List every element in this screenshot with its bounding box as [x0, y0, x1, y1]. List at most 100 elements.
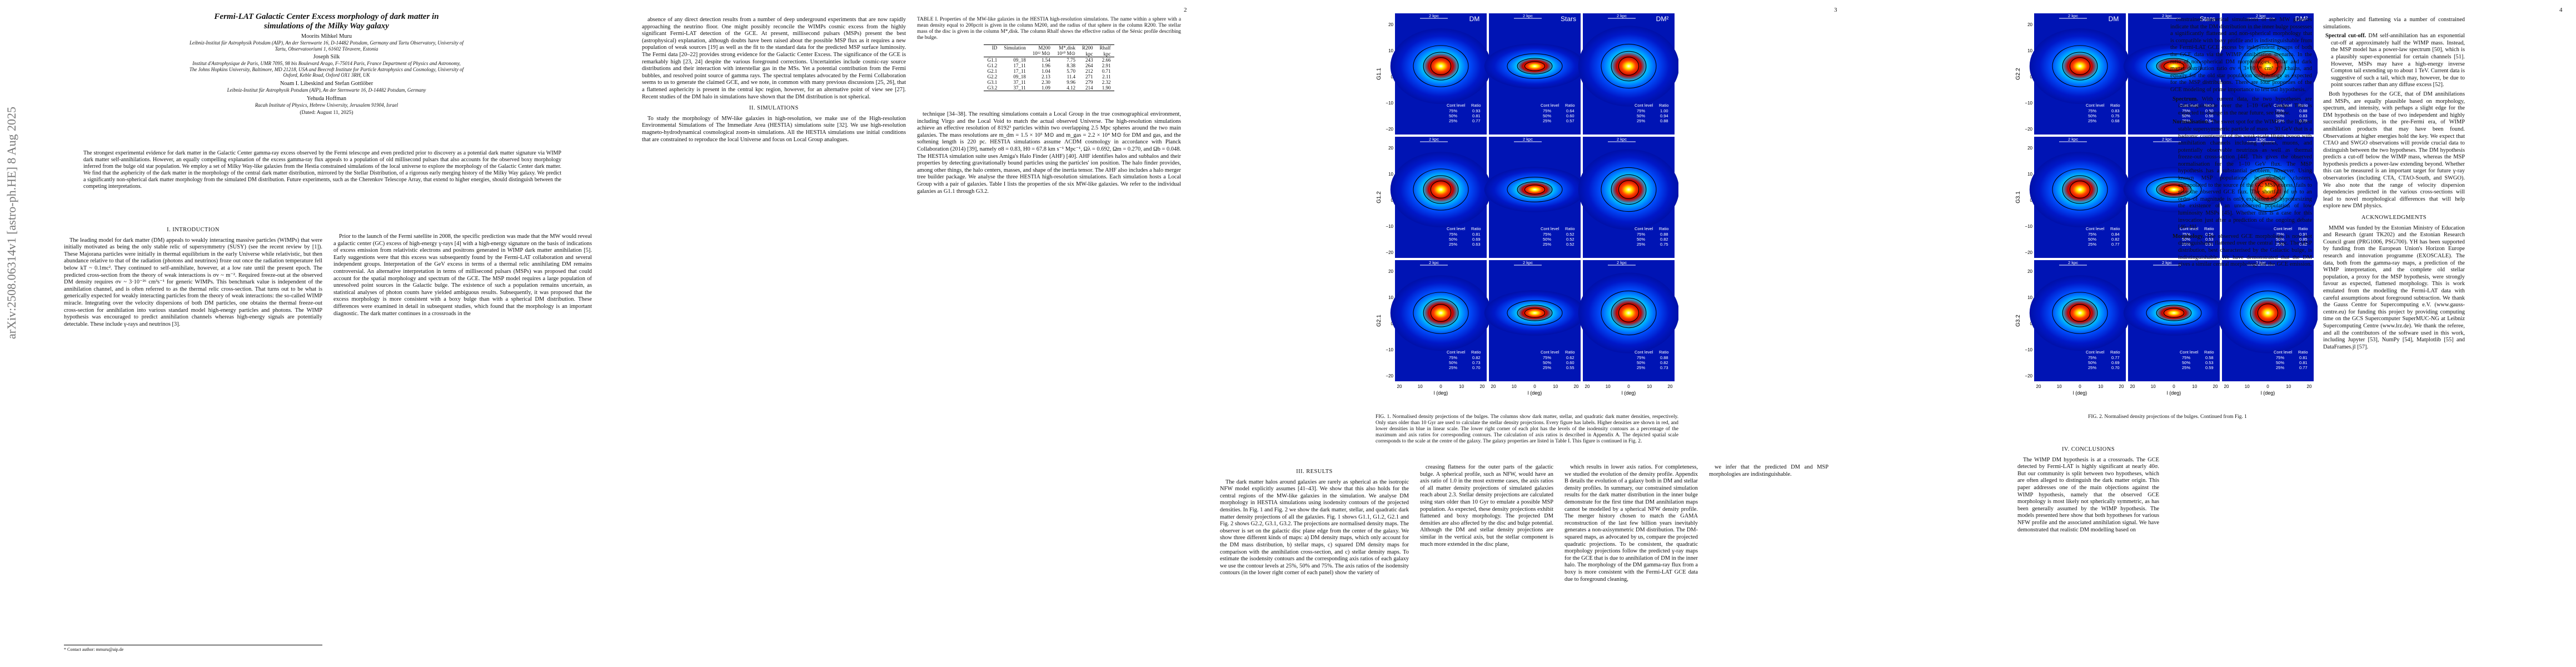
legend-header: Cont level [1447, 103, 1466, 108]
legend-header: Cont level [2086, 226, 2105, 231]
contour-level: 50% [2182, 237, 2190, 242]
isodensity-contour [1413, 45, 1469, 87]
scale-bar-label: 2 kpc [2256, 13, 2266, 18]
contour-level: 25% [2088, 242, 2096, 247]
table-cell: 11.4 [1067, 74, 1076, 79]
y-tick-label: −10 [2025, 347, 2032, 352]
axis-ratio: 0.83 [2111, 108, 2120, 113]
author-affiliation: Institut d'Astrophysique de Paris, UMR 7… [189, 61, 464, 78]
paragraph: MMM was funded by the Estonian Ministry … [2323, 225, 2465, 350]
isodensity-contour [2240, 43, 2296, 89]
y-tick-label: 10 [2027, 48, 2032, 53]
contour-level: 25% [2182, 365, 2190, 370]
axis-ratio: 0.88 [1660, 232, 1668, 237]
column-unit: 10¹⁰ M⊙ [1053, 51, 1079, 57]
legend-header: Ratio [1565, 226, 1575, 231]
x-tick-label: 10 [2192, 384, 2197, 389]
bullet-text: The sweet spot for the WIMP is the light… [2178, 119, 2312, 231]
y-tick-label: 0 [2030, 198, 2033, 203]
legend-header: Ratio [2110, 350, 2120, 355]
isodensity-contour [1611, 174, 1647, 205]
author-name: Yehuda Hoffman [306, 95, 347, 102]
contour-level: 25% [2182, 118, 2190, 123]
x-axis-label: l (deg) [1434, 390, 1448, 396]
axis-ratio: 0.57 [1566, 118, 1575, 123]
table-cell: 214 [1079, 85, 1097, 91]
isodensity-contour [2250, 297, 2286, 328]
axis-ratio: 0.77 [2111, 242, 2120, 247]
table-header-row: ID Simulation M200 M*,disk R200 Rhalf [984, 44, 1114, 51]
table-cell: 17_11 [1013, 68, 1026, 74]
table-units-row: 10¹² M⊙ 10¹⁰ M⊙ kpc kpc [984, 51, 1114, 57]
x-tick-label: 10 [2286, 384, 2291, 389]
isodensity-contour [1618, 303, 1640, 322]
density-panel: 2 kpc Cont level Ratio 75% 0.88 50% 0.82 25% 0.7… [1578, 137, 1678, 258]
contour-level: 75% [1449, 355, 1457, 360]
column-header: M200 [1029, 44, 1054, 51]
paragraph: which results in lower axis ratios. For … [1564, 464, 1698, 583]
axis-ratio: 0.77 [2111, 355, 2120, 360]
table-cell: 0.71 [1102, 68, 1111, 74]
figure-1-caption: FIG. 1. Normalised density projections o… [1376, 414, 1678, 444]
isodensity-contour [2257, 180, 2279, 199]
y-tick-label: −10 [1386, 347, 1393, 352]
table-row: G3.1 37_11 2.30 9.96 279 2.32 [984, 79, 1114, 85]
density-map [1484, 43, 1586, 89]
axis-ratio: 0.51 [2205, 242, 2214, 247]
column-header: M*,disk [1053, 44, 1079, 51]
bullet-text: DM self-annihilation has an exponential … [2331, 33, 2465, 88]
contour-level: 25% [2276, 118, 2284, 123]
column-unit: 10¹² M⊙ [1029, 51, 1054, 57]
legend-header: Ratio [1565, 103, 1575, 108]
table-cell: 1.90 [1096, 85, 1114, 91]
page1-right-column: Prior to the launch of the Fermi satelli… [333, 233, 592, 317]
axis-ratio: 0.93 [1472, 108, 1481, 113]
column-unit: kpc [1096, 51, 1114, 57]
contour-level: 75% [1449, 108, 1457, 113]
y-tick-label: −10 [2025, 224, 2032, 229]
legend-header: Cont level [1541, 103, 1559, 108]
column-title: DM² [1656, 15, 1669, 23]
legend-header: Ratio [2204, 103, 2214, 108]
axis-ratio: 0.73 [1660, 365, 1668, 370]
density-map [1578, 272, 1678, 354]
section-heading: ACKNOWLEDGMENTS [2361, 215, 2427, 221]
legend-header: Cont level [1635, 350, 1653, 355]
x-axis-label: l (deg) [1528, 390, 1542, 396]
column-title: Stars [2200, 15, 2215, 23]
axis-ratio: 0.83 [2299, 113, 2308, 118]
density-map [2029, 151, 2131, 228]
axis-ratio: 0.52 [1566, 242, 1575, 247]
y-tick-label: −20 [1386, 374, 1393, 379]
density-panel: 2 kpc Cont level Ratio 75% 0.81 50% 0.81 25% 0.7… [2217, 260, 2318, 381]
column-unit: kpc [1079, 51, 1097, 57]
legend-header: Ratio [1659, 350, 1669, 355]
x-tick-label: 0 [1439, 384, 1442, 389]
legend-header: Cont level [1635, 226, 1653, 231]
x-tick-label: 10 [1512, 384, 1517, 389]
axis-ratio: 0.91 [2299, 232, 2308, 237]
bullet-item: Normalisation. The sweet spot for the WI… [2173, 119, 2312, 231]
legend-header: Ratio [2298, 226, 2308, 231]
density-map [2217, 149, 2318, 230]
density-panel: 2 kpc Cont level Ratio 75% 0.84 50% 0.82 25% 0.7… [2029, 137, 2131, 258]
isodensity-contour [2062, 175, 2098, 204]
scale-bar-label: 2 kpc [2256, 137, 2266, 142]
axis-ratio: 0.94 [1660, 113, 1668, 118]
axis-ratio: 0.52 [1566, 237, 1575, 242]
author-name: Moorits Mihkel Muru [301, 33, 352, 39]
isodensity-contour [1517, 305, 1553, 321]
isodensity-contour [1524, 61, 1546, 71]
contour-level: 75% [2182, 232, 2190, 237]
isodensity-contour [1601, 167, 1657, 212]
table-cell: 2.66 [1102, 57, 1111, 63]
bullet-head: Morphology. [2173, 233, 2204, 240]
isodensity-contour [1413, 168, 1469, 211]
bullet-item: Spectral cut-off. DM self-annihilation h… [2325, 33, 2465, 89]
axis-ratio: 0.63 [1472, 242, 1481, 247]
x-tick-label: 20 [1491, 384, 1496, 389]
y-tick-label: 10 [2027, 172, 2032, 177]
bullet-item: Spectrum. With current data, the two hyp… [2173, 96, 2312, 117]
contour-level: 50% [2276, 113, 2284, 118]
row-label: G1.2 [1376, 191, 1382, 203]
